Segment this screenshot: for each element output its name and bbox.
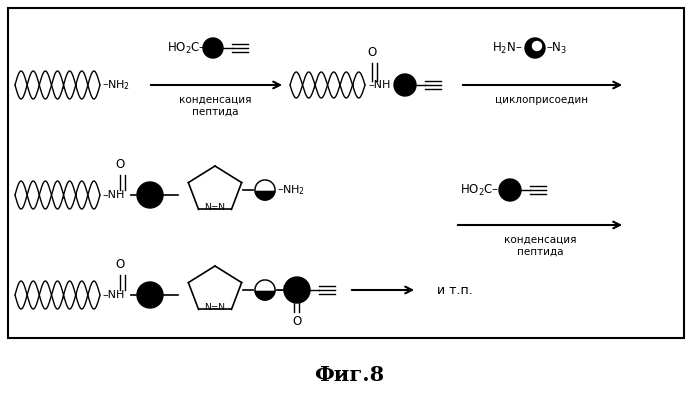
Text: –NH: –NH [368,80,390,90]
Circle shape [137,282,163,308]
Text: N=N: N=N [205,203,225,213]
Text: HO$_2$C–: HO$_2$C– [460,182,499,198]
Wedge shape [255,180,275,190]
Text: –NH: –NH [102,190,124,200]
Circle shape [255,280,275,300]
Text: Фиг.8: Фиг.8 [314,365,384,385]
Circle shape [394,74,416,96]
Text: и т.п.: и т.п. [437,284,473,296]
Text: –NH$_2$: –NH$_2$ [102,78,130,92]
Text: O: O [115,158,125,171]
Text: HO$_2$C–: HO$_2$C– [167,40,207,55]
Text: циклоприсоедин: циклоприсоедин [496,95,588,105]
Bar [8,8,684,338]
Text: пептида: пептида [517,247,563,257]
Text: –NH$_2$: –NH$_2$ [277,183,305,197]
Circle shape [499,179,521,201]
Text: –NH: –NH [277,285,299,295]
Text: O: O [115,258,125,271]
Text: H$_2$N–: H$_2$N– [492,40,523,55]
Text: конденсация: конденсация [179,95,251,105]
Circle shape [255,180,275,200]
Text: –NH: –NH [102,290,124,300]
Circle shape [284,277,310,303]
Text: O: O [292,315,302,328]
Circle shape [203,38,223,58]
Wedge shape [255,280,275,290]
Text: O: O [367,46,377,59]
Text: N=N: N=N [205,304,225,312]
Text: конденсация: конденсация [504,235,577,245]
Text: –N$_3$: –N$_3$ [546,40,567,55]
Circle shape [137,182,163,208]
Circle shape [533,41,542,51]
Text: пептида: пептида [192,107,238,117]
Circle shape [525,38,545,58]
